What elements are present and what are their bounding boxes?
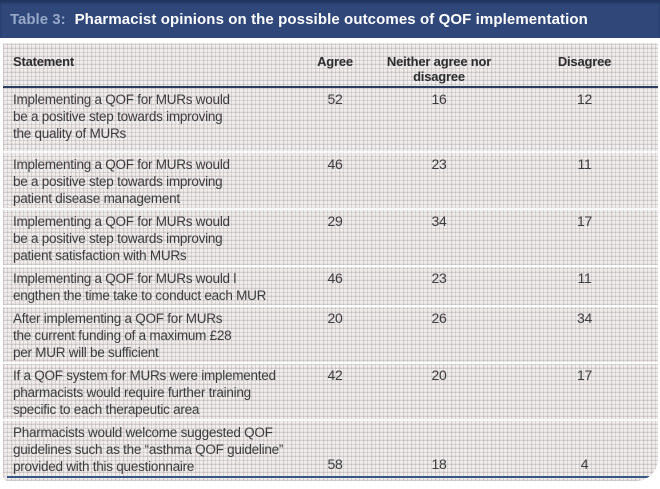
table-row: After implementing a QOF for MURs the cu…: [3, 305, 658, 362]
table-row: If a QOF system for MURs were implemente…: [3, 362, 658, 419]
neither-value: 23: [367, 265, 511, 305]
neither-value: 20: [367, 362, 511, 419]
neither-value: 23: [367, 151, 511, 208]
header-row: Statement Agree Neither agree nor disagr…: [3, 43, 658, 88]
neither-value: 18: [367, 419, 511, 476]
statement-cell: Implementing a QOF for MURs would l engt…: [3, 265, 303, 305]
table-title: Pharmacist opinions on the possible outc…: [74, 10, 588, 28]
agree-value: 46: [303, 265, 367, 305]
statement-cell: Pharmacists would welcome suggested QOF …: [3, 419, 303, 476]
statement-cell: Implementing a QOF for MURs would be a p…: [3, 208, 303, 265]
column-header-disagree: Disagree: [511, 43, 658, 88]
disagree-value: 17: [511, 362, 658, 419]
disagree-value: 4: [511, 419, 658, 476]
agree-value: 52: [327, 91, 343, 107]
agree-value: 20: [303, 305, 367, 362]
table-row: Pharmacists would welcome suggested QOF …: [3, 419, 658, 476]
opinions-table: Statement Agree Neither agree nor disagr…: [3, 43, 658, 476]
agree-value: 58: [303, 419, 367, 476]
table-row: Implementing a QOF for MURs would be a p…: [3, 88, 658, 151]
table-row: Implementing a QOF for MURs would be a p…: [3, 208, 658, 265]
agree-value: 29: [303, 208, 367, 265]
disagree-value: 11: [511, 151, 658, 208]
bottom-divider: [7, 476, 651, 478]
neither-value: 16: [431, 91, 447, 107]
column-header-agree: Agree: [303, 43, 367, 88]
table-row: Implementing a QOF for MURs would be a p…: [3, 151, 658, 208]
table-row: Implementing a QOF for MURs would l engt…: [3, 265, 658, 305]
disagree-value: 17: [511, 208, 658, 265]
statement-cell: After implementing a QOF for MURs the cu…: [3, 305, 303, 362]
disagree-value: 12: [576, 91, 593, 107]
statement-cell: Implementing a QOF for MURs would be a p…: [13, 92, 230, 141]
neither-value: 26: [367, 305, 511, 362]
column-header-statement: Statement: [3, 43, 303, 88]
neither-value: 34: [367, 208, 511, 265]
column-header-neither: Neither agree nor disagree: [367, 43, 511, 88]
table-number-label: Table 3:: [10, 10, 66, 28]
table-panel: Statement Agree Neither agree nor disagr…: [3, 43, 658, 481]
agree-value: 42: [303, 362, 367, 419]
disagree-value: 34: [511, 305, 658, 362]
agree-value: 46: [303, 151, 367, 208]
statement-cell: Implementing a QOF for MURs would be a p…: [3, 151, 303, 208]
statement-cell: If a QOF system for MURs were implemente…: [3, 362, 303, 419]
disagree-value: 11: [511, 265, 658, 305]
table-title-bar: Table 3: Pharmacist opinions on the poss…: [0, 0, 660, 38]
